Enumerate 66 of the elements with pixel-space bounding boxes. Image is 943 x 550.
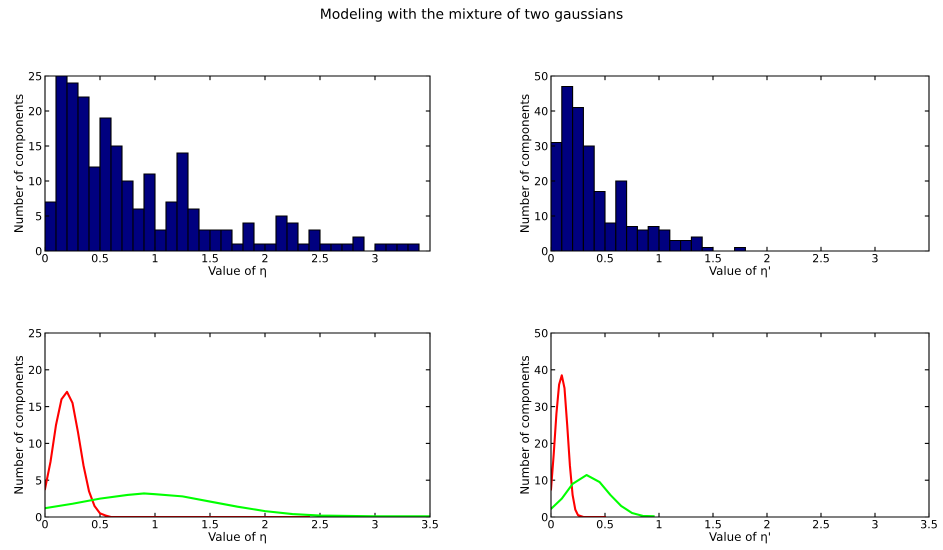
- x-tick-label: 3: [872, 520, 878, 528]
- x-tick-label: 0.5: [92, 254, 108, 262]
- y-axis-title: Number of components: [14, 94, 26, 232]
- x-tick-label: 0: [42, 520, 48, 528]
- y-tick-label: 5: [36, 212, 42, 220]
- x-tick-label: 3: [872, 254, 878, 262]
- y-tick-label: 15: [29, 142, 42, 150]
- x-axis-title: Value of η: [208, 532, 266, 544]
- line-series: [551, 374, 606, 517]
- y-tick-label: 10: [535, 476, 548, 485]
- x-tick-label: 0.5: [92, 520, 108, 528]
- x-tick-label: 0: [548, 254, 554, 262]
- y-tick-label: 15: [29, 402, 42, 411]
- x-tick-label: 2: [764, 254, 770, 262]
- x-tick-label: 0.5: [596, 520, 613, 528]
- x-tick-label: 1.5: [705, 520, 721, 528]
- line-series: [551, 474, 655, 517]
- x-tick-label: 2.5: [312, 254, 328, 262]
- x-tick-label: 1.5: [705, 254, 721, 262]
- x-tick-label: 0: [42, 254, 48, 262]
- x-axis-title: Value of η': [709, 532, 770, 544]
- x-tick-label: 1.5: [202, 254, 218, 262]
- x-tick-label: 3: [372, 254, 378, 262]
- y-tick-label: 20: [534, 439, 548, 448]
- x-tick-label: 3: [372, 520, 378, 528]
- y-tick-label: 30: [534, 142, 548, 150]
- x-tick-label: 2.5: [812, 520, 829, 528]
- text: Modeling with the mixture of two gaussians: [321, 8, 623, 22]
- y-tick-label: 40: [534, 366, 548, 374]
- y-tick-label: 10: [535, 212, 548, 220]
- y-tick-label: 50: [534, 328, 548, 338]
- y-axis-title: Number of components: [520, 94, 532, 232]
- y-tick-label: 50: [534, 72, 548, 80]
- y-tick-label: 10: [29, 176, 42, 186]
- y-tick-label: 0: [36, 512, 42, 522]
- x-axis-title: Value of η: [208, 266, 266, 278]
- x-tick-label: 1: [656, 520, 662, 528]
- x-tick-label: 3.5: [921, 520, 937, 528]
- x-tick-label: 2.5: [312, 520, 328, 528]
- x-tick-label: 1: [152, 254, 158, 262]
- y-tick-label: 0: [542, 512, 548, 522]
- y-axis-title: Number of components: [14, 356, 26, 494]
- x-tick-label: 2: [262, 520, 268, 528]
- y-tick-label: 30: [534, 402, 548, 411]
- y-tick-label: 20: [28, 106, 42, 116]
- y-tick-label: 0: [36, 246, 42, 256]
- x-tick-label: 0: [548, 520, 554, 528]
- x-tick-label: 1: [152, 520, 158, 528]
- y-axis-title: Number of components: [520, 356, 532, 494]
- y-tick-label: 25: [28, 328, 42, 338]
- x-tick-label: 2: [764, 520, 770, 528]
- y-tick-label: 0: [542, 246, 548, 256]
- line-series: [45, 390, 310, 517]
- x-tick-label: 0.5: [596, 254, 613, 262]
- y-tick-label: 40: [534, 106, 548, 116]
- x-tick-label: 1.5: [202, 520, 218, 528]
- y-tick-label: 10: [29, 439, 42, 448]
- x-axis-title: Value of η': [709, 266, 770, 278]
- x-tick-label: 3.5: [422, 520, 438, 528]
- y-tick-label: 20: [534, 176, 548, 186]
- y-tick-label: 25: [28, 72, 42, 80]
- x-tick-label: 1: [656, 254, 662, 262]
- x-tick-label: 2.5: [812, 254, 829, 262]
- x-tick-label: 2: [262, 254, 268, 262]
- y-tick-label: 5: [36, 476, 42, 485]
- y-tick-label: 20: [28, 366, 42, 374]
